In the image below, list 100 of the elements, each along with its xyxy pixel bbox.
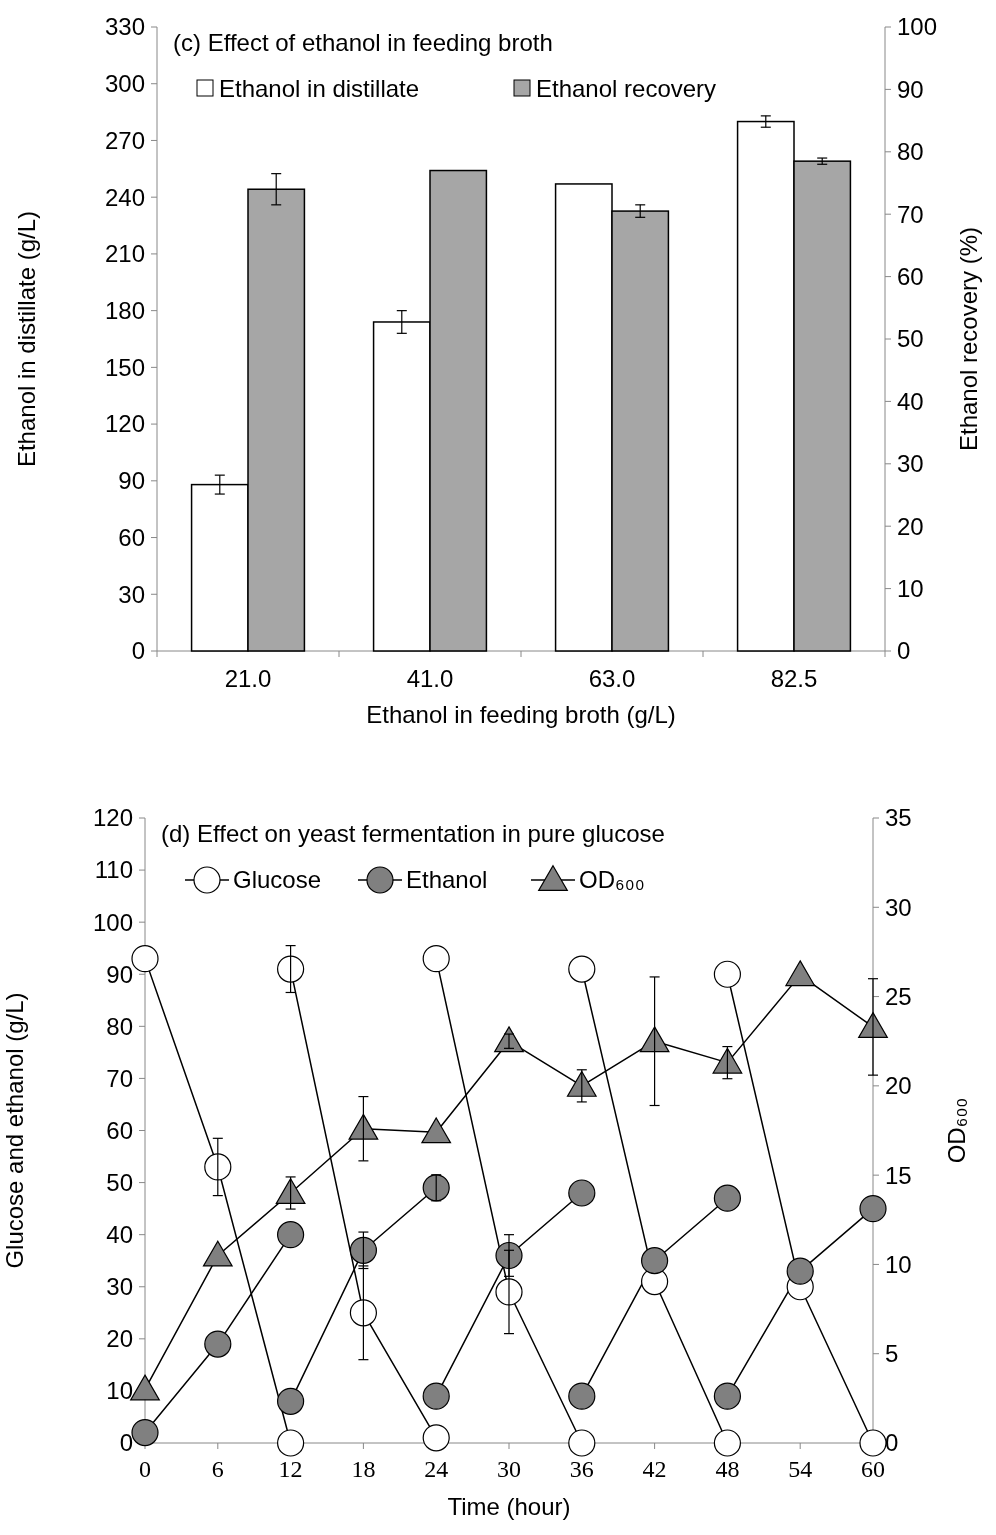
y-tick-label: 60 xyxy=(118,523,145,551)
x-tick-label: 36 xyxy=(569,1456,594,1482)
y-tick-label: 180 xyxy=(104,297,145,325)
point xyxy=(204,1330,232,1358)
y-axis-title: Ethanol in distillate (g/L) xyxy=(13,210,40,468)
point xyxy=(713,960,741,988)
point xyxy=(495,1278,523,1306)
point xyxy=(639,1026,670,1053)
x-tick-label: 54 xyxy=(788,1456,813,1482)
y-tick-label: 240 xyxy=(104,183,145,211)
y2-tick-label: 30 xyxy=(897,450,924,478)
point xyxy=(131,1418,159,1447)
point xyxy=(568,955,596,983)
y2-tick-label: 10 xyxy=(897,575,924,602)
chart-title: (c) Effect of ethanol in feeding broth xyxy=(173,29,553,56)
y2-tick-label: 20 xyxy=(885,1072,912,1100)
point xyxy=(277,1429,305,1457)
point xyxy=(859,1429,887,1457)
point xyxy=(713,1382,741,1410)
point xyxy=(421,1117,452,1144)
y-tick-label: 120 xyxy=(92,804,133,832)
x-tick-label: 42 xyxy=(642,1456,667,1482)
y-tick-label: 0 xyxy=(131,637,145,665)
y-tick-label: 210 xyxy=(104,240,145,268)
legend-label: Ethanol recovery xyxy=(536,75,717,103)
y2-tick-label: 90 xyxy=(897,75,924,103)
y-tick-label: 30 xyxy=(118,580,145,608)
y-tick-label: 10 xyxy=(106,1377,133,1405)
y-tick-label: 40 xyxy=(106,1221,133,1249)
y2-tick-label: 60 xyxy=(897,263,924,290)
point xyxy=(349,1299,377,1327)
y-tick-label: 90 xyxy=(118,467,145,495)
y2-tick-label: 80 xyxy=(897,138,924,166)
x-axis-title: Time (hour) xyxy=(447,1493,571,1520)
y2-tick-label: 35 xyxy=(885,804,912,832)
x-tick-label: 21.0 xyxy=(224,665,272,692)
y2-axis-title: OD₆₀₀ xyxy=(943,1097,970,1164)
point xyxy=(568,1382,596,1410)
point xyxy=(568,1179,596,1207)
point xyxy=(786,1257,814,1285)
y-tick-label: 80 xyxy=(106,1012,133,1040)
chart-title: (d) Effect on yeast fermentation in pure glucose xyxy=(161,820,665,847)
y2-tick-label: 10 xyxy=(885,1250,912,1278)
point xyxy=(130,1374,160,1401)
x-axis-title: Ethanol in feeding broth (g/L) xyxy=(366,701,676,728)
y2-tick-label: 40 xyxy=(897,387,924,415)
point xyxy=(422,1424,450,1452)
legend-label: Ethanol xyxy=(406,866,488,894)
x-tick-label: 6 xyxy=(211,1456,224,1482)
point xyxy=(348,1113,379,1140)
x-tick-label: 63.0 xyxy=(588,665,636,692)
y-tick-label: 60 xyxy=(106,1116,133,1144)
x-tick-label: 12 xyxy=(278,1456,303,1482)
point xyxy=(277,1387,305,1415)
point xyxy=(712,1047,743,1074)
y-tick-label: 70 xyxy=(106,1064,133,1092)
y2-tick-label: 0 xyxy=(897,637,911,665)
point xyxy=(713,1184,741,1212)
y-tick-label: 30 xyxy=(106,1273,133,1301)
y2-tick-label: 20 xyxy=(897,512,924,540)
y-tick-label: 150 xyxy=(104,353,145,381)
point xyxy=(131,945,159,973)
y2-axis-title: Ethanol recovery (%) xyxy=(955,226,982,452)
point xyxy=(641,1247,669,1275)
x-tick-label: 30 xyxy=(497,1456,521,1482)
y-tick-label: 100 xyxy=(92,908,133,936)
point xyxy=(785,960,816,987)
point xyxy=(859,1195,887,1223)
legend-label: Glucose xyxy=(233,866,322,894)
y-tick-label: 300 xyxy=(104,70,145,98)
y2-tick-label: 5 xyxy=(885,1340,899,1368)
y2-tick-label: 50 xyxy=(897,325,924,353)
point xyxy=(422,1174,450,1202)
y-tick-label: 90 xyxy=(106,960,133,988)
point xyxy=(422,945,450,973)
y2-tick-label: 30 xyxy=(885,893,912,921)
y-tick-label: 120 xyxy=(104,410,145,438)
y-tick-label: 270 xyxy=(104,126,145,154)
y2-tick-label: 70 xyxy=(897,200,924,228)
x-tick-label: 18 xyxy=(351,1456,376,1482)
x-tick-label: 60 xyxy=(861,1456,885,1482)
point xyxy=(713,1429,741,1457)
y-tick-label: 0 xyxy=(119,1429,133,1457)
point xyxy=(275,1178,306,1204)
point xyxy=(202,1240,233,1267)
point xyxy=(566,1070,597,1097)
point xyxy=(422,1382,450,1410)
legend-label: OD₆₀₀ xyxy=(579,866,645,894)
point xyxy=(277,955,305,983)
y2-tick-label: 25 xyxy=(885,982,912,1010)
legend-label: Ethanol in distillate xyxy=(219,75,420,103)
point xyxy=(204,1153,232,1181)
y-tick-label: 20 xyxy=(106,1325,133,1353)
y2-tick-label: 15 xyxy=(885,1161,912,1189)
x-tick-label: 82.5 xyxy=(770,665,818,692)
point xyxy=(349,1236,377,1264)
x-tick-label: 41.0 xyxy=(406,665,454,692)
point xyxy=(568,1429,596,1457)
point xyxy=(277,1221,305,1249)
y2-tick-label: 100 xyxy=(897,13,938,41)
